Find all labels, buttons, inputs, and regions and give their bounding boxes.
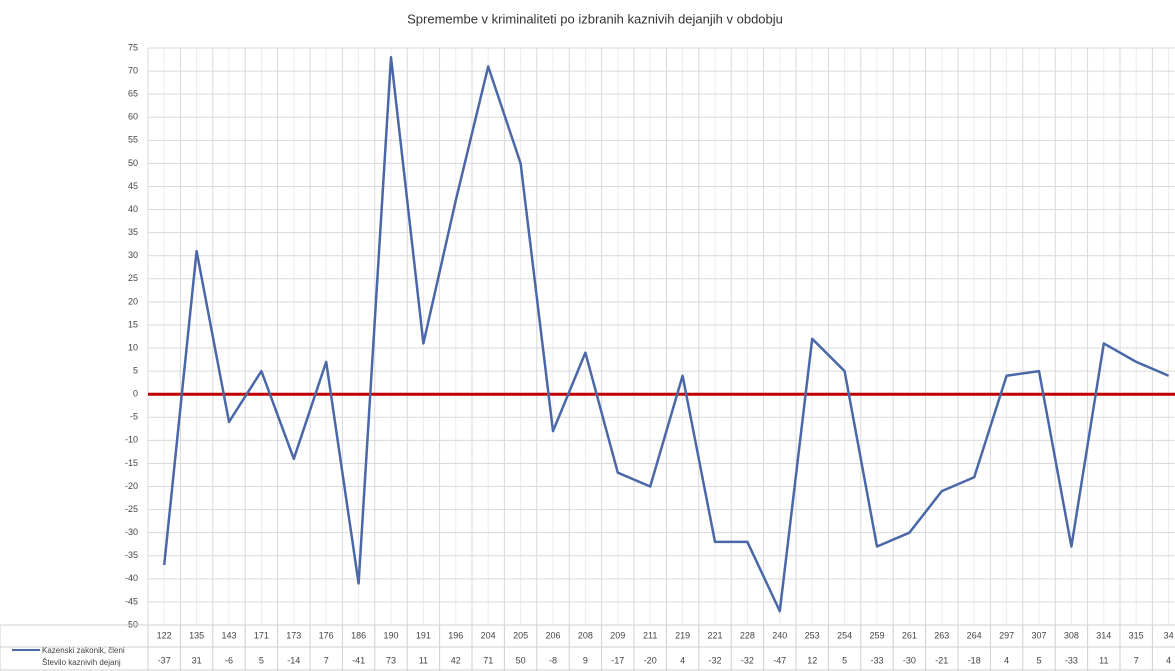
table-value: 31 bbox=[192, 655, 202, 665]
y-tick-label: 75 bbox=[128, 42, 138, 52]
y-tick-label: 0 bbox=[133, 389, 138, 399]
x-tick-label: 204 bbox=[481, 630, 496, 640]
x-tick-label: 122 bbox=[157, 630, 172, 640]
table-value: -32 bbox=[708, 655, 721, 665]
x-tick-label: 259 bbox=[869, 630, 884, 640]
x-tick-label: 308 bbox=[1064, 630, 1079, 640]
table-value: -47 bbox=[773, 655, 786, 665]
x-tick-label: 314 bbox=[1096, 630, 1111, 640]
x-tick-label: 186 bbox=[351, 630, 366, 640]
x-tick-label: 254 bbox=[837, 630, 852, 640]
chart-title: Spremembe v kriminaliteti po izbranih ka… bbox=[407, 11, 783, 26]
x-tick-label: 307 bbox=[1031, 630, 1046, 640]
table-value: 5 bbox=[842, 655, 847, 665]
table-value: 7 bbox=[324, 655, 329, 665]
x-tick-label: 176 bbox=[319, 630, 334, 640]
table-value: -20 bbox=[644, 655, 657, 665]
y-tick-label: 50 bbox=[128, 158, 138, 168]
y-tick-label: 15 bbox=[128, 319, 138, 329]
x-tick-label: 240 bbox=[772, 630, 787, 640]
x-tick-label: 264 bbox=[967, 630, 982, 640]
table-value: 7 bbox=[1134, 655, 1139, 665]
y-tick-label: -20 bbox=[125, 481, 138, 491]
x-tick-label: 211 bbox=[643, 630, 657, 640]
x-tick-label: 143 bbox=[221, 630, 236, 640]
y-tick-label: -35 bbox=[125, 550, 138, 560]
table-value: 4 bbox=[680, 655, 685, 665]
table-value: 50 bbox=[516, 655, 526, 665]
x-tick-label: 261 bbox=[902, 630, 917, 640]
table-value: -33 bbox=[870, 655, 883, 665]
y-tick-label: -5 bbox=[130, 412, 138, 422]
y-tick-label: -10 bbox=[125, 435, 138, 445]
x-tick-label: 196 bbox=[448, 630, 463, 640]
table-value: -21 bbox=[935, 655, 948, 665]
table-value: -14 bbox=[287, 655, 300, 665]
y-tick-label: 30 bbox=[128, 250, 138, 260]
table-value: 4 bbox=[1004, 655, 1009, 665]
x-tick-label: 253 bbox=[805, 630, 820, 640]
table-value: 4 bbox=[1166, 655, 1171, 665]
x-tick-label: 228 bbox=[740, 630, 755, 640]
table-value: -32 bbox=[741, 655, 754, 665]
y-tick-label: -25 bbox=[125, 504, 138, 514]
x-tick-label: 206 bbox=[545, 630, 560, 640]
table-value: 5 bbox=[259, 655, 264, 665]
x-tick-label: 263 bbox=[934, 630, 949, 640]
x-tick-label: 315 bbox=[1129, 630, 1144, 640]
table-value: -6 bbox=[225, 655, 233, 665]
x-tick-label: 190 bbox=[383, 630, 398, 640]
y-tick-label: 70 bbox=[128, 65, 138, 75]
x-tick-label: 191 bbox=[416, 630, 431, 640]
y-tick-label: -15 bbox=[125, 458, 138, 468]
y-tick-label: 10 bbox=[128, 342, 138, 352]
table-row-label: Kazenski zakonik, členi bbox=[42, 646, 125, 655]
table-value: -33 bbox=[1065, 655, 1078, 665]
y-tick-label: 65 bbox=[128, 89, 138, 99]
table-value: 12 bbox=[807, 655, 817, 665]
y-tick-label: -40 bbox=[125, 573, 138, 583]
y-tick-label: -30 bbox=[125, 527, 138, 537]
y-tick-label: 55 bbox=[128, 135, 138, 145]
table-value: 11 bbox=[419, 655, 428, 665]
table-value: -18 bbox=[968, 655, 981, 665]
x-tick-label: 205 bbox=[513, 630, 528, 640]
series-line bbox=[162, 55, 1170, 613]
table-value: -30 bbox=[903, 655, 916, 665]
table-value: 71 bbox=[483, 655, 493, 665]
y-tick-label: 40 bbox=[128, 204, 138, 214]
table-value: -17 bbox=[611, 655, 624, 665]
y-tick-label: 35 bbox=[128, 227, 138, 237]
y-tick-label: -45 bbox=[125, 596, 138, 606]
x-tick-label: 209 bbox=[610, 630, 625, 640]
x-tick-label: 34 bbox=[1164, 630, 1174, 640]
y-tick-label: 45 bbox=[128, 181, 138, 191]
y-tick-label: 20 bbox=[128, 296, 138, 306]
table-value: 9 bbox=[583, 655, 588, 665]
x-tick-label: 297 bbox=[999, 630, 1014, 640]
y-tick-label: 60 bbox=[128, 112, 138, 122]
table-value: 11 bbox=[1099, 655, 1108, 665]
y-tick-label: -50 bbox=[125, 619, 138, 629]
x-tick-label: 219 bbox=[675, 630, 690, 640]
table-value: -41 bbox=[352, 655, 365, 665]
table-value: -37 bbox=[158, 655, 171, 665]
table-value: -8 bbox=[549, 655, 557, 665]
x-tick-label: 135 bbox=[189, 630, 204, 640]
y-tick-label: 25 bbox=[128, 273, 138, 283]
table-value: 5 bbox=[1036, 655, 1041, 665]
x-tick-label: 208 bbox=[578, 630, 593, 640]
table-value: 73 bbox=[386, 655, 396, 665]
x-tick-label: 171 bbox=[254, 630, 269, 640]
x-tick-label: 173 bbox=[286, 630, 301, 640]
y-tick-label: 5 bbox=[133, 365, 138, 375]
legend-label: Število kaznivih dejanj bbox=[42, 658, 121, 667]
table-value: 42 bbox=[451, 655, 461, 665]
x-tick-label: 221 bbox=[707, 630, 722, 640]
